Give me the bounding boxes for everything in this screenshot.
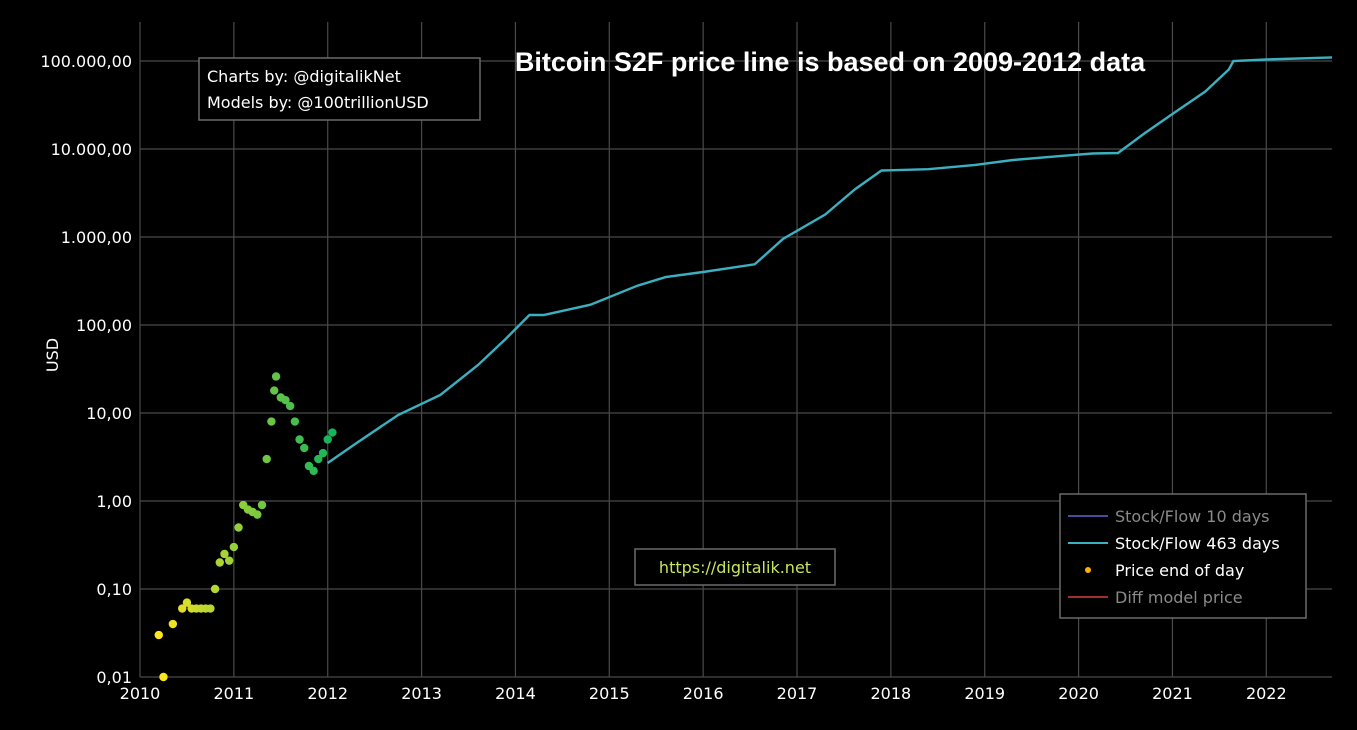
- url-link[interactable]: https://digitalik.net: [659, 558, 811, 577]
- price-point: [234, 523, 243, 532]
- x-tick-label: 2020: [1058, 684, 1099, 703]
- chart-title: Bitcoin S2F price line is based on 2009-…: [515, 47, 1146, 77]
- legend-entry[interactable]: Stock/Flow 10 days: [1115, 507, 1270, 526]
- x-tick-label: 2018: [871, 684, 912, 703]
- price-point: [215, 558, 224, 567]
- price-point: [267, 417, 276, 426]
- price-point: [206, 604, 215, 613]
- price-point: [300, 443, 309, 453]
- price-point: [224, 556, 234, 565]
- legend-entry[interactable]: Diff model price: [1115, 588, 1243, 607]
- series-line-s2f-463: [327, 56, 1333, 464]
- x-tick-label: 2016: [683, 684, 724, 703]
- price-point: [220, 549, 229, 559]
- price-point: [270, 386, 279, 395]
- legend-entry[interactable]: Stock/Flow 463 days: [1115, 534, 1280, 553]
- price-point: [285, 401, 295, 411]
- credits-line-2: Models by: @100trillionUSD: [207, 93, 429, 112]
- price-point: [295, 435, 304, 444]
- price-point: [159, 672, 168, 682]
- price-point: [168, 619, 178, 629]
- y-tick-label: 1.000,00: [61, 228, 132, 247]
- legend-entry[interactable]: Price end of day: [1115, 561, 1244, 580]
- y-tick-label: 0,01: [96, 668, 132, 687]
- legend-marker: [1085, 567, 1091, 573]
- legend: Stock/Flow 10 days Stock/Flow 463 days Pri…: [1059, 493, 1307, 619]
- price-point: [154, 630, 163, 640]
- series-layer: [154, 56, 1333, 682]
- y-tick-label: 0,10: [96, 580, 132, 599]
- y-axis-label: USD: [43, 338, 62, 372]
- y-tick-label: 10,00: [86, 404, 132, 423]
- price-point: [229, 542, 239, 552]
- legend-box: [1059, 493, 1307, 619]
- x-tick-label: 2014: [495, 684, 536, 703]
- price-point: [323, 435, 332, 444]
- x-tick-label: 2022: [1246, 684, 1287, 703]
- y-tick-label: 100.000,00: [40, 52, 132, 71]
- price-point: [281, 395, 290, 405]
- price-point: [309, 466, 318, 476]
- x-tick-label: 2013: [401, 684, 442, 703]
- price-point: [328, 428, 337, 437]
- y-tick-label: 100,00: [76, 316, 132, 335]
- x-tick-label: 2017: [777, 684, 818, 703]
- price-point: [318, 448, 328, 458]
- x-tick-label: 2012: [307, 684, 348, 703]
- y-tick-label: 10.000,00: [51, 140, 132, 159]
- price-point: [182, 598, 192, 607]
- price-point: [271, 372, 281, 381]
- credits-line-1: Charts by: @digitalikNet: [207, 67, 401, 86]
- y-axis-ticks: 0,01 0,10 1,00 10,00 100,00 1.000,00 10.000,00…: [40, 52, 132, 687]
- price-point: [178, 604, 187, 613]
- x-tick-label: 2019: [964, 684, 1005, 703]
- price-point: [257, 500, 267, 510]
- x-tick-label: 2021: [1152, 684, 1193, 703]
- price-point: [210, 584, 220, 594]
- price-point: [314, 454, 323, 464]
- price-point: [262, 454, 271, 464]
- x-tick-label: 2015: [589, 684, 630, 703]
- y-tick-label: 1,00: [96, 492, 132, 511]
- x-tick-label: 2011: [213, 684, 254, 703]
- x-axis-ticks: 2010 2011 2012 2013 2014 2015 2016 2017 2018 2019…: [120, 684, 1287, 703]
- price-point: [290, 417, 300, 426]
- price-point: [253, 510, 262, 519]
- x-tick-label: 2010: [120, 684, 161, 703]
- credits-box: Charts by: @digitalikNet Models by: @100…: [198, 57, 481, 121]
- url-box[interactable]: https://digitalik.net: [634, 548, 836, 586]
